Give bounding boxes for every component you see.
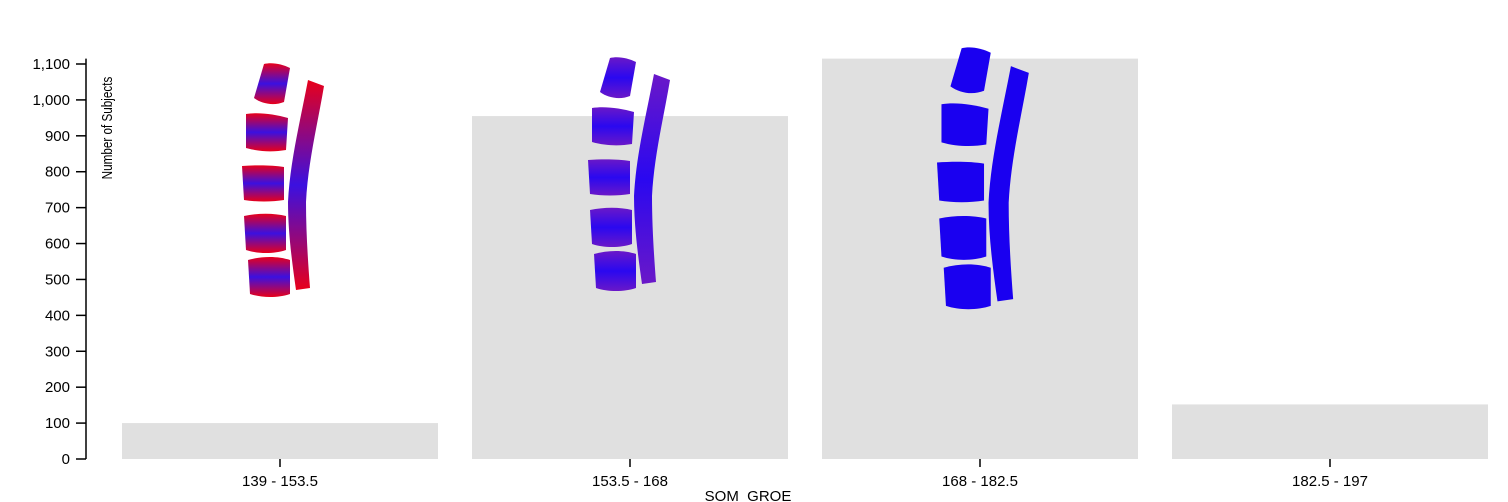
x-axis: 139 - 153.5 153.5 - 168 168 - 182.5 182.5 -… (242, 459, 1368, 490)
vertebra-shape (592, 107, 634, 146)
y-tick-label: 600 (45, 236, 70, 253)
x-axis-title: SOM_GROE (705, 488, 792, 502)
vertebra-shape (950, 47, 991, 94)
vertebra-shape (588, 159, 630, 196)
vertebra-shape (242, 165, 284, 202)
spinal-column-shape (288, 80, 324, 290)
spine-glyphs (242, 47, 1029, 310)
y-axis-title: Number of Subjects (99, 76, 116, 179)
vertebra-shape (594, 251, 636, 291)
spinal-column-shape (988, 66, 1029, 302)
y-tick-label: 1,000 (32, 92, 70, 109)
x-tick-label: 139 - 153.5 (242, 473, 318, 490)
spine-icon (937, 47, 1029, 310)
y-tick-label: 200 (45, 379, 70, 396)
vertebra-shape (244, 213, 286, 253)
spine-icon (242, 63, 324, 297)
x-tick-label: 153.5 - 168 (592, 473, 668, 490)
bar (1172, 404, 1488, 459)
vertebra-shape (254, 63, 290, 105)
y-tick-label: 800 (45, 164, 70, 181)
vertebra-shape (943, 264, 991, 310)
spinal-column-shape (634, 74, 670, 284)
y-axis: 0 100 200 300 400 500 600 700 800 900 1,000 1,100 (32, 56, 87, 468)
vertebra-shape (937, 161, 985, 203)
vertebra-shape (939, 215, 987, 260)
x-tick-label: 182.5 - 197 (1292, 473, 1368, 490)
y-tick-label: 1,100 (32, 56, 70, 73)
vertebra-shape (590, 207, 632, 247)
y-tick-label: 0 (62, 451, 70, 468)
vertebra-shape (246, 113, 288, 152)
spine-icon (588, 57, 670, 291)
y-tick-label: 700 (45, 200, 70, 217)
vertebra-shape (941, 103, 989, 147)
vertebra-shape (248, 257, 290, 297)
y-tick-label: 400 (45, 307, 70, 324)
x-tick-label: 168 - 182.5 (942, 473, 1018, 490)
y-tick-label: 900 (45, 128, 70, 145)
vertebra-shape (600, 57, 636, 99)
y-tick-label: 300 (45, 343, 70, 360)
bars-layer (122, 58, 1488, 460)
y-tick-label: 500 (45, 271, 70, 288)
y-tick-label: 100 (45, 415, 70, 432)
bar (122, 423, 438, 459)
